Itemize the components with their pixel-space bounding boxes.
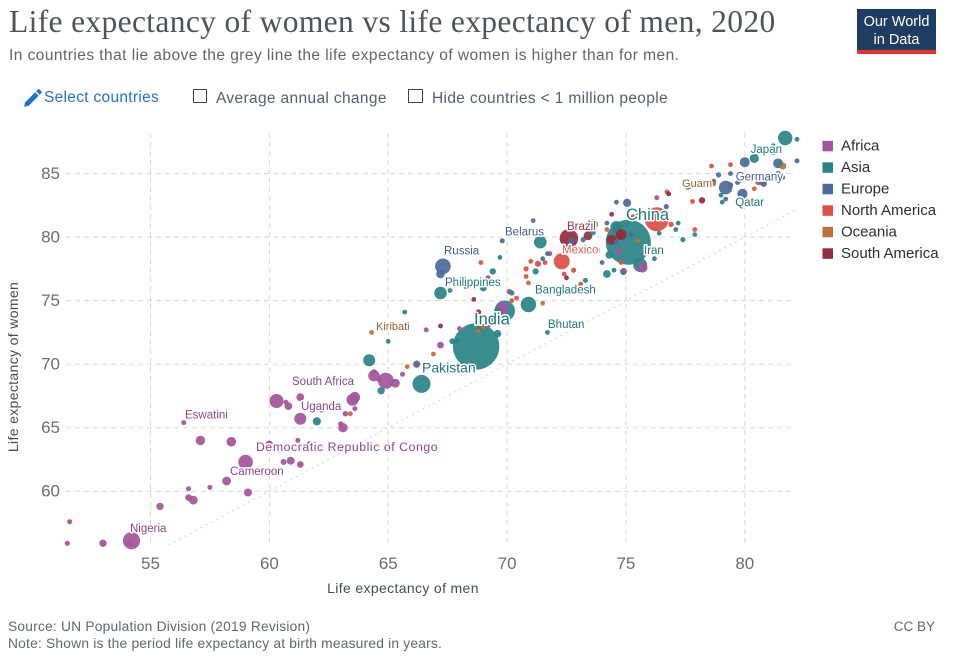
svg-text:South America: South America	[841, 245, 939, 262]
svg-text:80: 80	[41, 228, 60, 247]
svg-text:Qatar: Qatar	[735, 197, 764, 209]
svg-text:Asia: Asia	[841, 159, 871, 176]
svg-text:Iran: Iran	[644, 245, 664, 257]
svg-text:85: 85	[41, 164, 60, 183]
svg-text:65: 65	[379, 554, 398, 573]
svg-text:Eswatini: Eswatini	[185, 410, 228, 422]
svg-text:Pakistan: Pakistan	[422, 360, 476, 376]
svg-text:Life expectancy of men: Life expectancy of men	[327, 580, 479, 596]
svg-text:Oceania: Oceania	[841, 223, 898, 240]
svg-text:Brazil: Brazil	[567, 221, 596, 233]
svg-text:Belarus: Belarus	[505, 227, 544, 239]
svg-text:Europe: Europe	[841, 180, 889, 197]
svg-text:60: 60	[41, 482, 60, 501]
svg-text:Life expectancy of women: Life expectancy of women	[5, 282, 21, 452]
svg-text:North America: North America	[841, 202, 937, 219]
svg-text:70: 70	[41, 355, 60, 374]
svg-text:55: 55	[141, 554, 160, 573]
svg-text:South Africa: South Africa	[292, 376, 355, 388]
svg-text:India: India	[474, 311, 511, 329]
svg-text:Mexico: Mexico	[562, 245, 598, 257]
svg-text:China: China	[626, 206, 670, 224]
svg-text:Russia: Russia	[444, 246, 480, 258]
svg-text:Kiribati: Kiribati	[376, 321, 410, 333]
svg-text:Bangladesh: Bangladesh	[535, 285, 596, 297]
svg-text:75: 75	[616, 554, 635, 573]
svg-text:Uganda: Uganda	[301, 401, 342, 413]
svg-text:Cameroon: Cameroon	[230, 466, 284, 478]
svg-text:Philippines: Philippines	[445, 277, 501, 289]
svg-text:60: 60	[260, 554, 279, 573]
svg-text:Germany: Germany	[736, 172, 784, 184]
svg-text:Democratic Republic of Congo: Democratic Republic of Congo	[256, 440, 438, 454]
svg-text:Africa: Africa	[841, 137, 880, 154]
svg-text:Japan: Japan	[751, 144, 782, 156]
svg-text:Nigeria: Nigeria	[130, 523, 167, 535]
svg-text:75: 75	[41, 291, 60, 310]
svg-text:80: 80	[735, 554, 754, 573]
svg-text:70: 70	[498, 554, 517, 573]
svg-text:Guam: Guam	[682, 178, 712, 190]
svg-text:Bhutan: Bhutan	[548, 319, 584, 331]
svg-text:65: 65	[41, 418, 60, 437]
